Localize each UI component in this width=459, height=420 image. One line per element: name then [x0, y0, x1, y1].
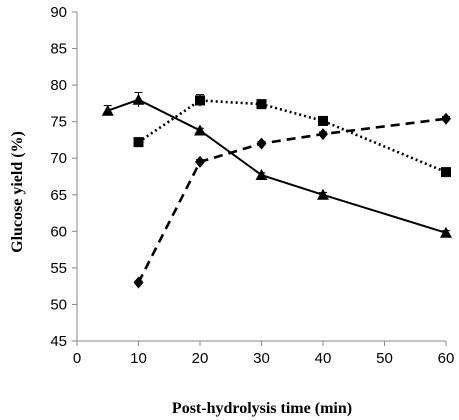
data-point-diamond	[256, 137, 267, 150]
data-point-square	[195, 95, 205, 106]
y-tick-label: 85	[50, 41, 67, 58]
data-point-triangle	[101, 104, 114, 116]
x-tick-label: 40	[315, 350, 332, 367]
data-point-square	[133, 137, 144, 148]
x-tick-label: 50	[376, 350, 393, 367]
y-tick-label: 70	[50, 150, 67, 167]
x-tick-label: 20	[192, 350, 209, 367]
x-tick-label: 0	[73, 350, 81, 367]
series-line-diamond	[137, 117, 447, 284]
y-tick-label: 45	[50, 333, 67, 350]
series-square	[133, 94, 451, 178]
data-point-triangle	[440, 226, 452, 238]
series-line-square	[137, 99, 447, 174]
x-tick-label: 10	[130, 350, 147, 367]
series-diamond	[133, 112, 451, 289]
data-point-square	[441, 167, 451, 178]
series-line-triangle	[107, 98, 447, 234]
axes: 45 50 55 60 65 70 75 80 85 90 0 10 20 30 40 50 60	[50, 4, 454, 367]
series-layer	[101, 91, 452, 289]
series-triangle	[101, 91, 452, 238]
data-point-triangle	[317, 188, 329, 200]
y-tick-label: 75	[50, 114, 67, 131]
y-tick-label: 80	[50, 77, 67, 94]
y-tick-label: 55	[50, 260, 67, 277]
y-tick-label: 50	[50, 296, 67, 313]
x-axis-title: Post-hydrolysis time (min)	[172, 400, 352, 417]
data-point-triangle	[194, 124, 206, 136]
y-tick-label: 90	[50, 4, 67, 21]
y-tick-label: 65	[50, 187, 67, 204]
x-tick-label: 30	[253, 350, 270, 367]
data-point-square	[256, 99, 267, 110]
data-point-triangle	[255, 169, 268, 181]
y-axis-title: Glucose yield (%)	[9, 131, 26, 253]
data-point-square	[318, 115, 328, 126]
data-point-diamond	[195, 155, 205, 168]
data-point-triangle	[132, 93, 145, 105]
data-point-diamond	[133, 276, 144, 289]
y-tick-label: 60	[50, 223, 67, 240]
data-point-diamond	[318, 128, 328, 141]
data-point-diamond	[441, 112, 451, 125]
x-tick-label: 60	[438, 350, 455, 367]
